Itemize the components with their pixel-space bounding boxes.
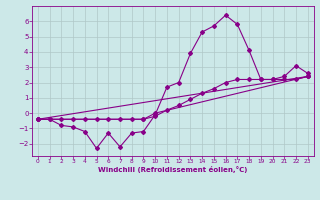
X-axis label: Windchill (Refroidissement éolien,°C): Windchill (Refroidissement éolien,°C) <box>98 166 247 173</box>
